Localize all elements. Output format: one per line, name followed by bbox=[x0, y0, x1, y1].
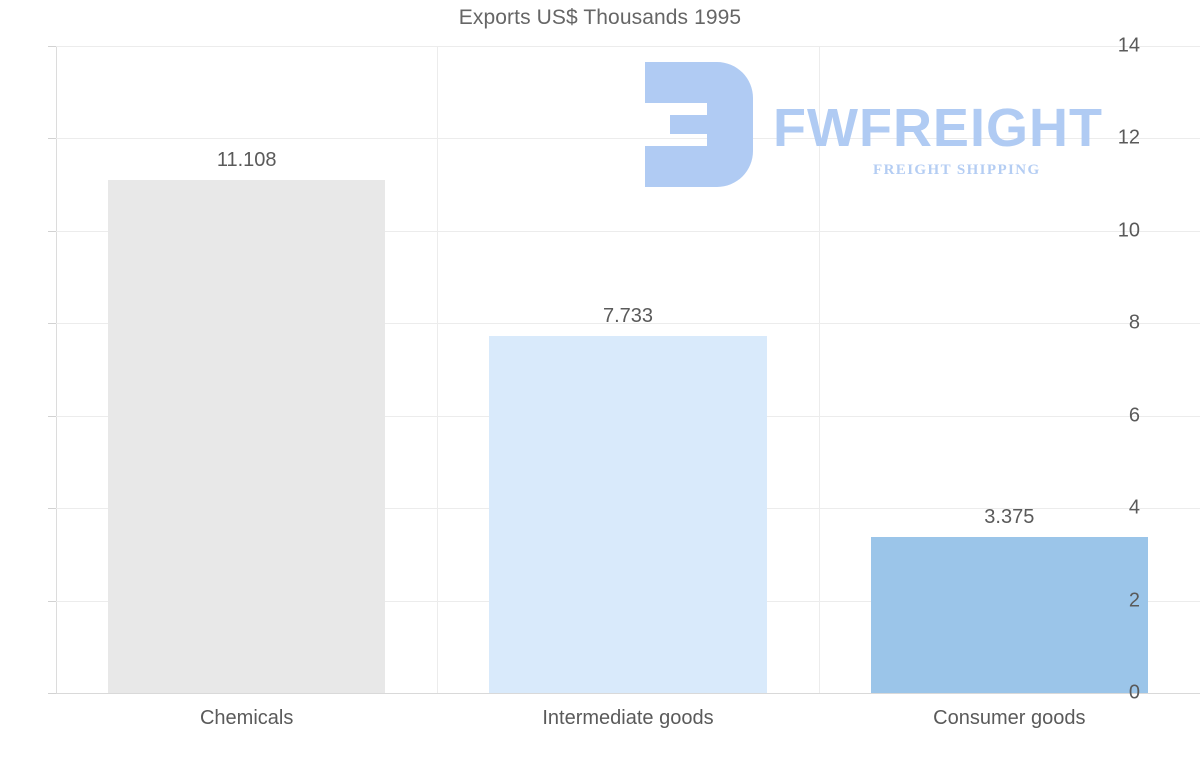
bar[interactable] bbox=[489, 335, 767, 693]
chart-title: Exports US$ Thousands 1995 bbox=[458, 6, 742, 29]
gridline bbox=[56, 46, 1200, 47]
plot-area: 11.108 7.733 3.375 bbox=[56, 46, 1200, 694]
category-separator bbox=[819, 46, 820, 693]
x-axis-tick-label: Intermediate goods bbox=[542, 707, 714, 729]
y-axis-tick-mark bbox=[48, 138, 56, 140]
y-axis-tick-label: 2 bbox=[1128, 589, 1140, 612]
x-axis-tick-label: Chemicals bbox=[199, 707, 294, 729]
gridline bbox=[56, 230, 1200, 232]
bar[interactable] bbox=[870, 537, 1149, 693]
y-axis-tick-mark bbox=[48, 508, 56, 510]
y-axis-tick-label: 0 bbox=[1128, 681, 1140, 704]
gridline bbox=[56, 323, 1200, 325]
bar-value-label: 11.108 bbox=[216, 148, 277, 171]
bar-value-label: 3.375 bbox=[984, 506, 1035, 529]
y-axis-tick-mark bbox=[48, 693, 56, 694]
y-axis-tick-mark bbox=[48, 415, 56, 417]
category-separator bbox=[437, 46, 438, 693]
y-axis-tick-mark bbox=[48, 46, 56, 47]
y-axis-tick-label: 4 bbox=[1128, 496, 1140, 519]
gridline bbox=[56, 693, 1200, 694]
y-axis-tick-mark bbox=[48, 230, 56, 232]
bar[interactable] bbox=[107, 179, 386, 693]
gridline bbox=[56, 138, 1200, 140]
y-axis-tick-label: 10 bbox=[1117, 219, 1140, 242]
y-axis-tick-label: 8 bbox=[1128, 311, 1140, 334]
y-axis-line bbox=[56, 46, 57, 693]
bar-value-label: 7.733 bbox=[602, 304, 654, 327]
y-axis-tick-mark bbox=[48, 600, 56, 602]
y-axis-tick-mark bbox=[48, 323, 56, 325]
x-axis-tick-label: Consumer goods bbox=[933, 707, 1086, 729]
y-axis-tick-label: 12 bbox=[1117, 126, 1140, 149]
y-axis-tick-label: 6 bbox=[1128, 404, 1140, 427]
y-axis-tick-label: 14 bbox=[1117, 34, 1140, 57]
